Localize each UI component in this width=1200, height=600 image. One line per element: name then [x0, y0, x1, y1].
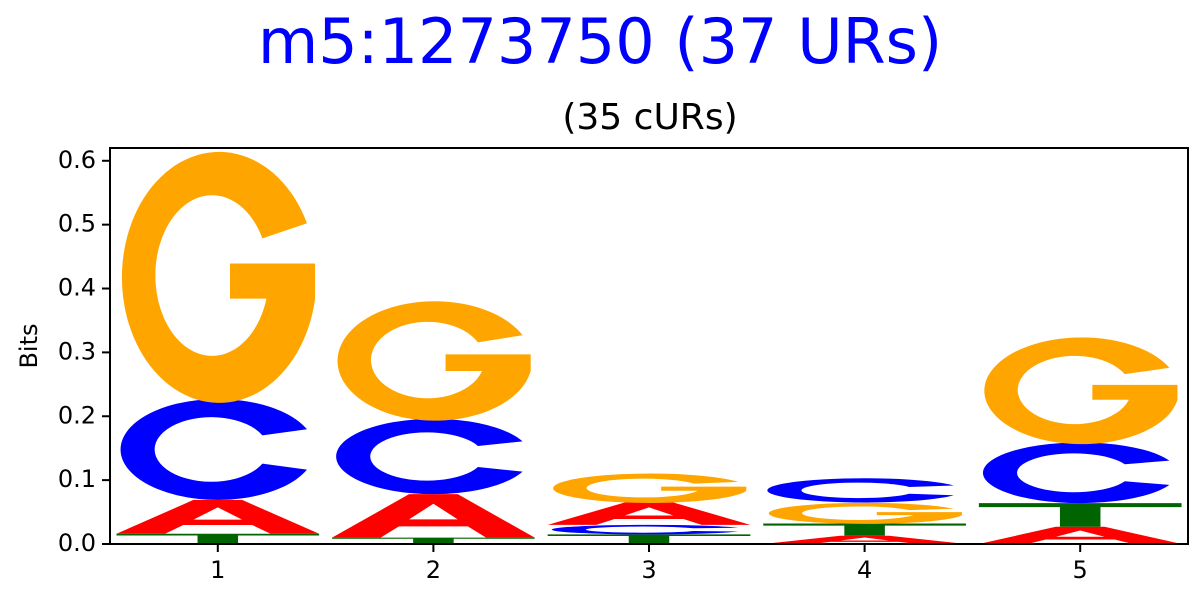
axes: 0.0 0.1 0.2 0.3 0.4 0.5 0.6 1 2 3 4 5	[58, 146, 1189, 584]
logo-letter-a-pos-1	[116, 499, 320, 534]
logo-letter-c-pos-5	[982, 442, 1170, 504]
logo-letters	[116, 151, 1182, 544]
x-tick-label: 3	[641, 556, 656, 584]
y-tick-label: 0.1	[58, 465, 96, 493]
x-tick-label: 1	[210, 556, 225, 584]
y-tick-label: 0.6	[58, 146, 96, 174]
logo-letter-g-pos-4	[768, 502, 962, 524]
logo-letter-c-pos-3	[551, 524, 739, 535]
logo-letter-g-pos-5	[984, 337, 1178, 445]
y-tick-label: 0.2	[58, 401, 96, 429]
logo-letter-g-pos-1	[121, 151, 316, 403]
x-tick-label: 2	[426, 556, 441, 584]
logo-letter-c-pos-2	[336, 418, 523, 495]
y-tick-label: 0.5	[58, 210, 96, 238]
y-tick-label: 0.3	[58, 337, 96, 365]
logo-letter-t-pos-2	[332, 537, 535, 544]
logo-letter-a-pos-4	[763, 535, 966, 544]
logo-letter-t-pos-5	[978, 503, 1182, 527]
logo-letter-g-pos-2	[337, 301, 531, 421]
logo-letter-t-pos-3	[547, 534, 751, 544]
logo-letter-a-pos-3	[547, 502, 751, 525]
logo-letter-a-pos-2	[332, 494, 535, 538]
chart-title: m5:1273750 (37 URs)	[257, 5, 943, 78]
x-tick-label: 5	[1073, 556, 1088, 584]
logo-letter-t-pos-4	[763, 523, 966, 536]
logo-letter-a-pos-5	[978, 526, 1182, 544]
logo-letter-t-pos-1	[116, 533, 320, 544]
logo-letter-g-pos-3	[553, 473, 747, 503]
y-axis-label: Bits	[15, 323, 43, 368]
chart-subtitle: (35 cURs)	[562, 97, 738, 138]
logo-letter-c-pos-4	[767, 478, 954, 503]
y-tick-label: 0.0	[58, 529, 96, 557]
y-tick-label: 0.4	[58, 274, 96, 302]
x-tick-label: 4	[857, 556, 872, 584]
logo-letter-c-pos-1	[120, 399, 307, 500]
